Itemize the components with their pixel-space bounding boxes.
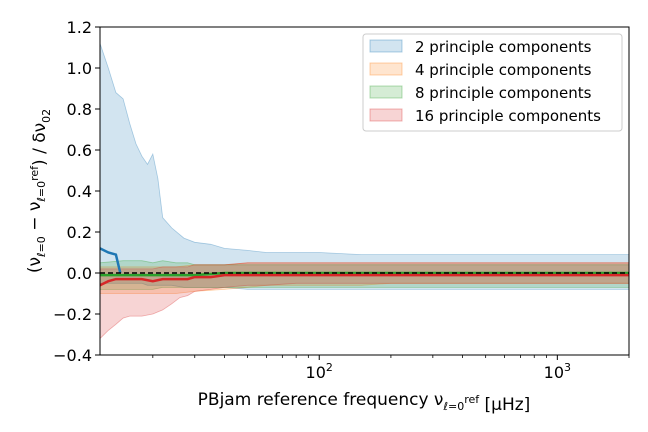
y-axis-label: (νℓ=0 − νℓ=0ref) / δν02 bbox=[25, 109, 53, 273]
y-tick-label: −0.2 bbox=[53, 305, 92, 324]
y-tick-label: 1.2 bbox=[67, 18, 92, 37]
y-tick-label: 0.6 bbox=[67, 141, 92, 160]
y-tick-label: 0.0 bbox=[67, 264, 92, 283]
band-16-principle-components bbox=[100, 262, 629, 340]
confidence-bands bbox=[100, 43, 629, 340]
y-tick-label: −0.4 bbox=[53, 346, 92, 365]
legend-swatch bbox=[369, 39, 403, 53]
legend-entry: 4 principle components bbox=[415, 61, 592, 79]
legend-entry: 8 principle components bbox=[415, 84, 592, 102]
legend: 2 principle components 4 principle compon… bbox=[362, 33, 623, 132]
band-2-principle-components bbox=[100, 43, 629, 290]
x-tick-label: 103 bbox=[544, 361, 571, 382]
band-4-principle-components bbox=[100, 262, 629, 294]
legend-entry: 2 principle components bbox=[415, 38, 592, 56]
legend-swatch bbox=[369, 62, 403, 76]
legend-swatch bbox=[369, 108, 403, 122]
x-axis-ticks: 102 103 bbox=[152, 355, 630, 382]
y-axis-ticks: −0.4 −0.2 0.0 0.2 0.4 0.6 0.8 1.0 1.2 bbox=[53, 18, 100, 365]
line-16-principle-components bbox=[100, 273, 629, 287]
y-tick-label: 1.0 bbox=[67, 59, 92, 78]
legend-frame bbox=[362, 33, 623, 132]
legend-entry: 16 principle components bbox=[415, 107, 601, 125]
x-axis-label: PBjam reference frequency νℓ=0ref [μHz] bbox=[198, 390, 531, 415]
y-tick-label: 0.8 bbox=[67, 100, 92, 119]
line-2-principle-components bbox=[100, 247, 122, 274]
x-tick-label: 102 bbox=[306, 361, 333, 382]
y-tick-label: 0.2 bbox=[67, 223, 92, 242]
y-tick-label: 0.4 bbox=[67, 182, 92, 201]
legend-swatch bbox=[369, 85, 403, 99]
